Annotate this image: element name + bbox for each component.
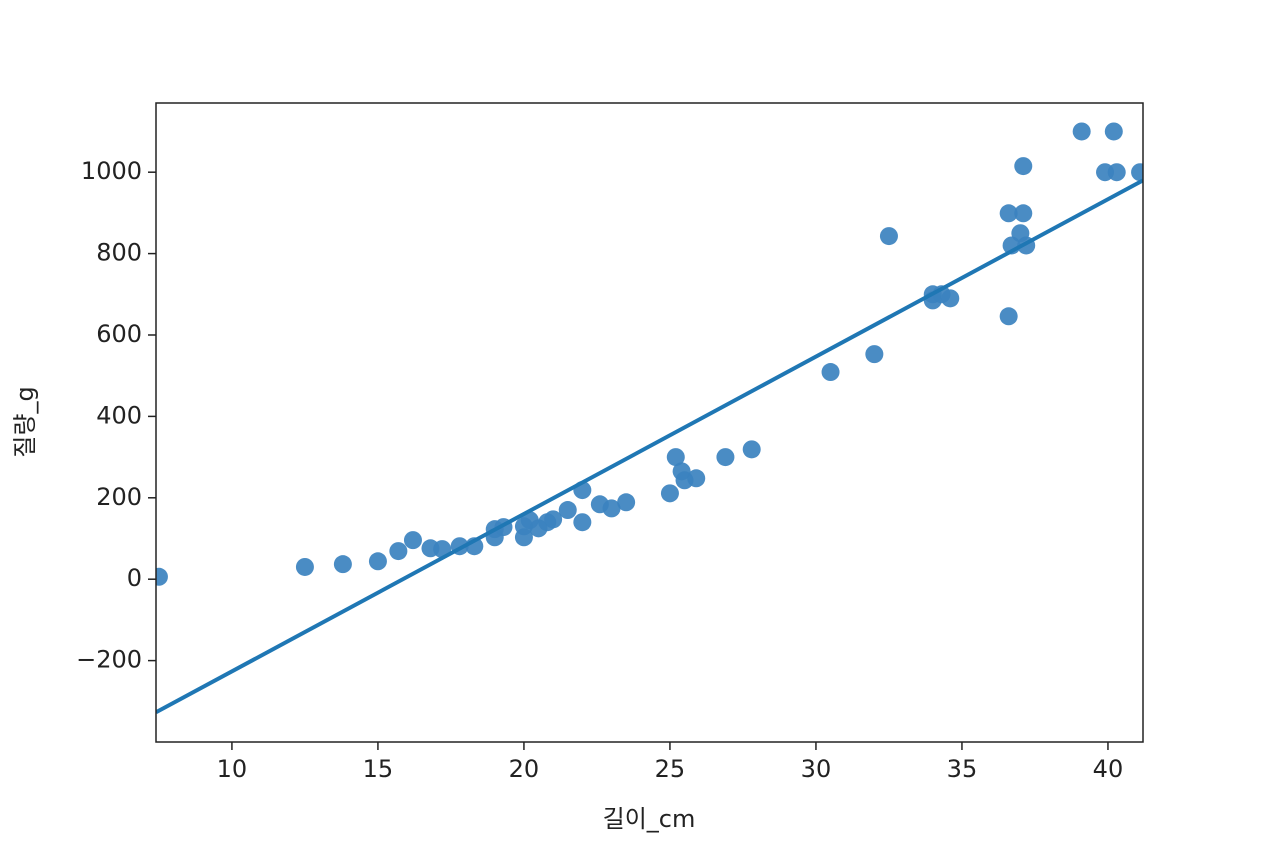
point — [333, 555, 352, 574]
x-tick-label: 25 — [655, 755, 686, 783]
x-axis-label: 길이_cm — [603, 805, 696, 833]
x-tick-label: 10 — [217, 755, 248, 783]
point — [1107, 163, 1126, 182]
y-tick-label: 0 — [127, 564, 142, 592]
point — [389, 542, 408, 561]
point — [941, 289, 960, 308]
point — [660, 484, 679, 503]
point — [602, 499, 621, 518]
x-tick-label: 20 — [509, 755, 540, 783]
x-tick-label: 40 — [1093, 755, 1124, 783]
point — [1014, 204, 1033, 223]
point — [999, 307, 1018, 326]
point — [1014, 157, 1033, 176]
plot-frame — [155, 102, 1144, 743]
y-tick-label: 400 — [96, 401, 142, 429]
y-tick-label: −200 — [76, 646, 142, 674]
plot-area — [156, 122, 1143, 715]
point — [295, 557, 314, 576]
point — [666, 448, 685, 467]
y-axis-label: 질량_g — [11, 386, 39, 457]
y-tick-label: 600 — [96, 320, 142, 348]
point — [716, 448, 735, 467]
point — [821, 363, 840, 382]
y-tick-label: 1000 — [81, 157, 142, 185]
point — [156, 567, 168, 586]
point — [368, 552, 387, 571]
point — [573, 513, 592, 532]
point — [1131, 163, 1143, 182]
point — [403, 531, 422, 550]
point — [1104, 122, 1123, 141]
point — [617, 493, 636, 512]
point — [879, 227, 898, 246]
point — [742, 440, 761, 459]
point — [865, 345, 884, 364]
x-tick-label: 35 — [947, 755, 978, 783]
point — [558, 501, 577, 520]
y-tick-label: 200 — [96, 483, 142, 511]
point — [687, 469, 706, 488]
point — [544, 510, 563, 529]
x-tick-label: 30 — [801, 755, 832, 783]
point — [1072, 122, 1091, 141]
y-tick-label: 800 — [96, 239, 142, 267]
x-tick-label: 15 — [363, 755, 394, 783]
point — [999, 204, 1018, 223]
regression-line — [156, 178, 1143, 715]
